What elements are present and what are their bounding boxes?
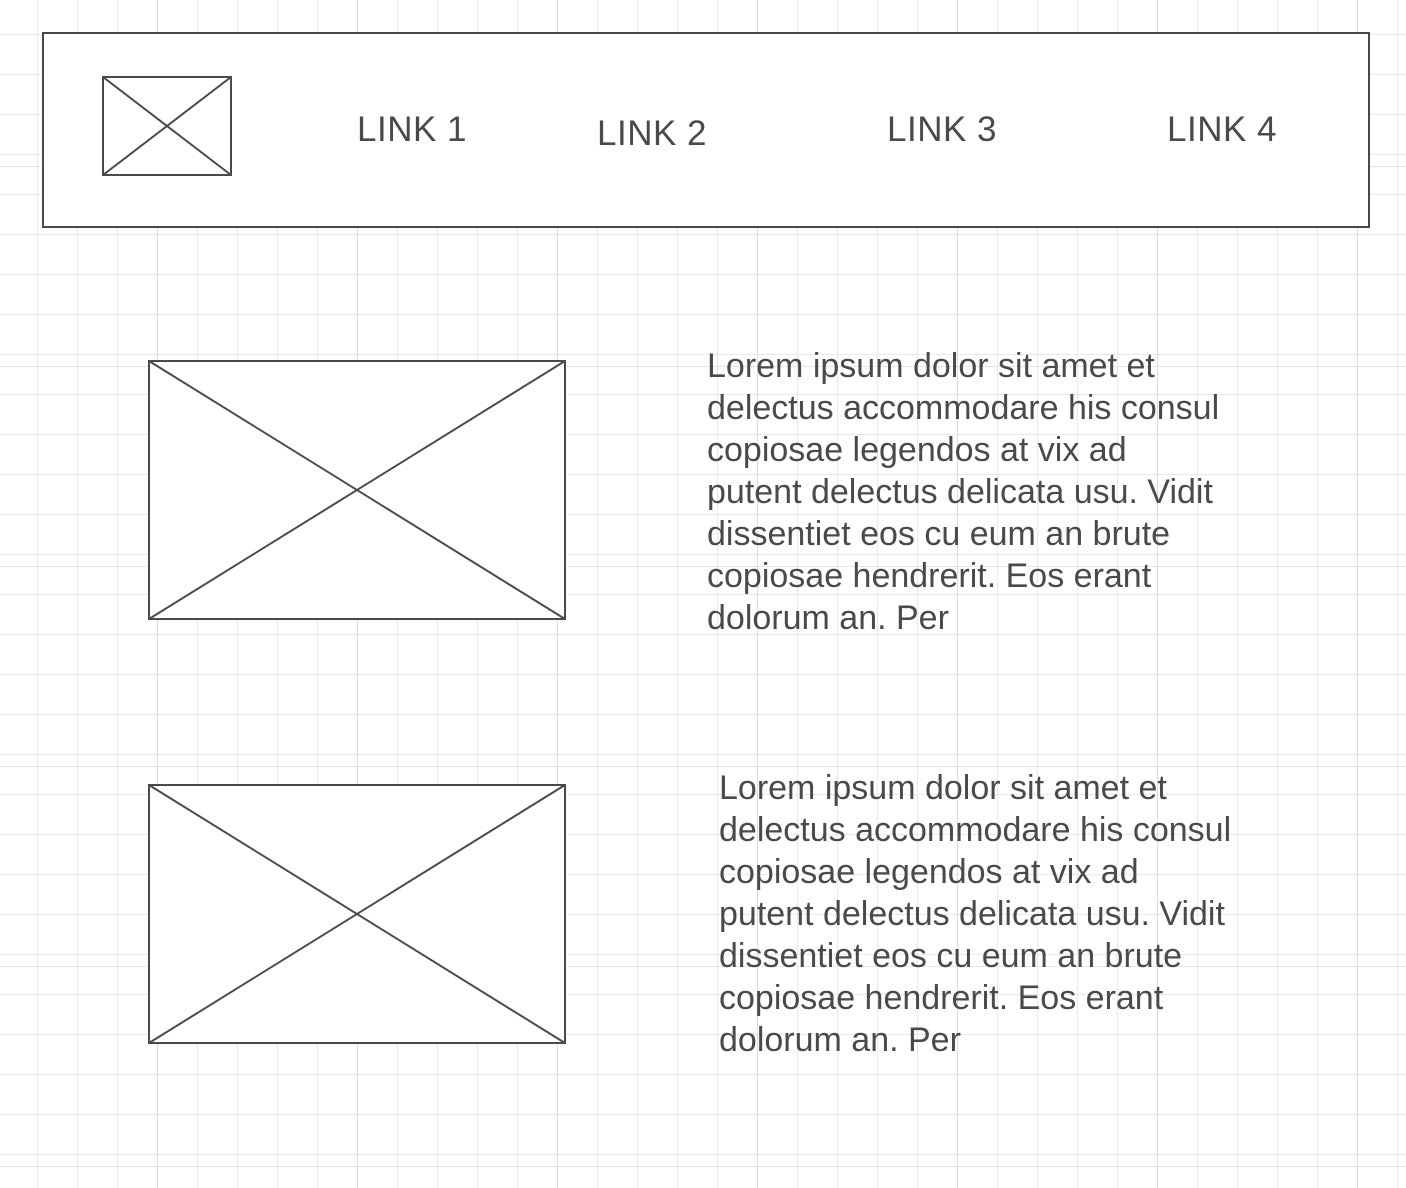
- content-text-block-2: Lorem ipsum dolor sit amet et delectus a…: [719, 769, 1232, 1059]
- nav-link-2[interactable]: LINK 2: [597, 114, 707, 153]
- content-image-placeholder-1: [148, 360, 566, 620]
- header-nav-bar: [42, 32, 1370, 228]
- image-placeholder-icon: [148, 784, 566, 1044]
- nav-link-1[interactable]: LINK 1: [357, 110, 467, 149]
- image-placeholder-icon: [148, 360, 566, 620]
- image-placeholder-icon: [102, 76, 232, 176]
- nav-link-3[interactable]: LINK 3: [887, 110, 997, 149]
- content-text-block-1: Lorem ipsum dolor sit amet et delectus a…: [707, 347, 1220, 637]
- logo-image-placeholder[interactable]: [102, 76, 232, 176]
- content-image-placeholder-2: [148, 784, 566, 1044]
- nav-link-4[interactable]: LINK 4: [1167, 110, 1277, 149]
